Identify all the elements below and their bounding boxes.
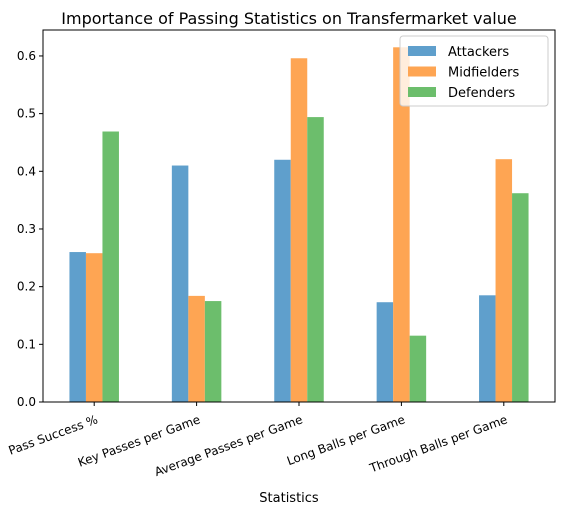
y-tick-label: 0.2 xyxy=(17,280,36,294)
bar-attackers-0 xyxy=(69,252,86,402)
bar-attackers-2 xyxy=(274,160,291,402)
y-tick-label: 0.4 xyxy=(17,164,36,178)
legend-swatch-defenders xyxy=(408,87,436,97)
legend: Attackers Midfielders Defenders xyxy=(400,36,548,106)
y-tick-label: 0.6 xyxy=(17,49,36,63)
x-axis-label: Statistics xyxy=(259,491,319,506)
chart-title: Importance of Passing Statistics on Tran… xyxy=(61,9,516,28)
y-tick-label: 0.5 xyxy=(17,107,36,121)
y-tick-label: 0.1 xyxy=(17,337,36,351)
bar-defenders-0 xyxy=(102,132,119,402)
bar-midfielders-1 xyxy=(188,296,205,402)
bar-defenders-3 xyxy=(410,336,427,402)
bar-defenders-4 xyxy=(512,193,529,402)
legend-label-defenders: Defenders xyxy=(448,86,515,101)
legend-swatch-midfielders xyxy=(408,67,436,77)
bar-attackers-1 xyxy=(172,166,189,402)
bar-midfielders-2 xyxy=(291,58,308,402)
bar-defenders-2 xyxy=(307,117,324,402)
bar-attackers-4 xyxy=(479,295,496,402)
y-tick-label: 0.3 xyxy=(17,222,36,236)
legend-label-midfielders: Midfielders xyxy=(448,66,519,81)
x-tick-label: Pass Success % xyxy=(7,412,100,457)
bar-midfielders-0 xyxy=(86,253,103,402)
bar-midfielders-4 xyxy=(496,159,513,402)
x-axis: Pass Success %Key Passes per GameAverage… xyxy=(7,402,510,479)
bar-defenders-1 xyxy=(205,301,222,402)
bar-attackers-3 xyxy=(377,302,394,402)
legend-label-attackers: Attackers xyxy=(448,45,509,60)
legend-swatch-attackers xyxy=(408,46,436,56)
y-axis: 0.0 0.1 0.2 0.3 0.4 0.5 0.6 xyxy=(17,49,43,409)
y-tick-label: 0.0 xyxy=(17,395,36,409)
